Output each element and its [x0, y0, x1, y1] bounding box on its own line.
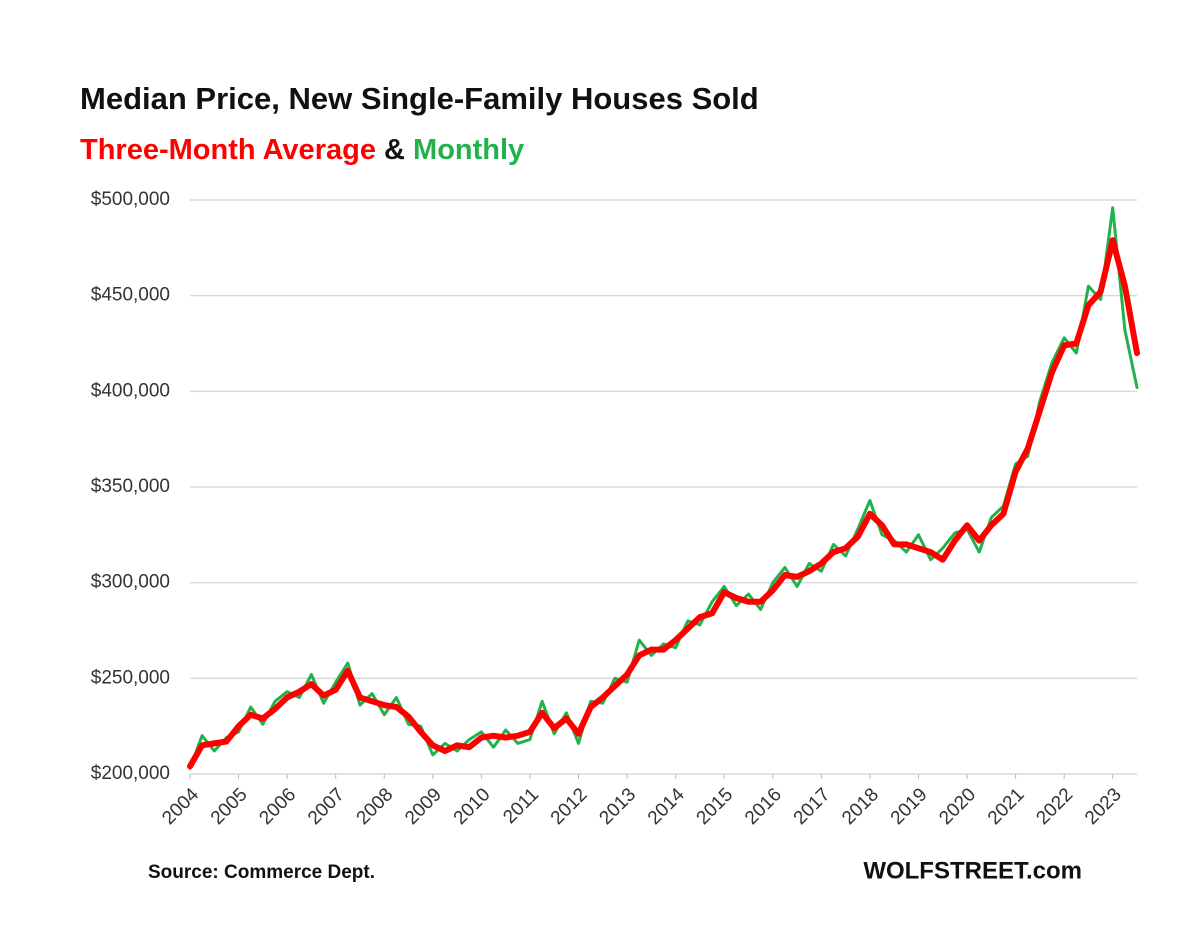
- y-tick-label: $300,000: [91, 572, 170, 593]
- x-tick-label: 2005: [207, 784, 252, 829]
- x-tick-label: 2010: [450, 784, 495, 829]
- x-tick-label: 2008: [353, 784, 398, 829]
- x-tick-label: 2004: [158, 784, 203, 829]
- y-tick-label: $350,000: [91, 476, 170, 497]
- legend-entry: Three-Month Average: [80, 134, 376, 166]
- source-note: Source: Commerce Dept.: [148, 862, 375, 883]
- series-line: [187, 237, 1140, 770]
- x-tick-label: 2011: [499, 784, 543, 828]
- series-line: [188, 206, 1139, 770]
- legend-separator: &: [384, 134, 405, 166]
- x-tick-label: 2015: [693, 784, 738, 829]
- x-tick-label: 2019: [887, 784, 932, 829]
- x-tick-label: 2012: [547, 784, 592, 829]
- x-tick-label: 2009: [401, 784, 446, 829]
- y-tick-label: $250,000: [91, 667, 170, 688]
- x-tick-label: 2016: [741, 784, 786, 829]
- legend: Three-Month Average & Monthly: [80, 134, 524, 166]
- x-tick-label: 2017: [790, 784, 835, 829]
- x-tick-label: 2022: [1032, 784, 1077, 829]
- y-tick-label: $400,000: [91, 380, 170, 401]
- chart-title: Median Price, New Single-Family Houses S…: [80, 81, 759, 116]
- x-tick-label: 2020: [935, 784, 980, 829]
- credit: WOLFSTREET.com: [863, 857, 1082, 884]
- legend-entry: Monthly: [413, 134, 524, 166]
- x-tick-label: 2006: [255, 784, 300, 829]
- y-tick-label: $500,000: [91, 189, 170, 210]
- x-tick-label: 2007: [304, 784, 349, 829]
- x-tick-label: 2013: [595, 784, 640, 829]
- y-tick-label: $200,000: [91, 763, 170, 784]
- x-tick-label: 2023: [1081, 784, 1126, 829]
- x-tick-label: 2021: [984, 784, 1029, 829]
- x-tick-label: 2018: [838, 784, 883, 829]
- x-tick-label: 2014: [644, 784, 689, 829]
- y-tick-label: $450,000: [91, 285, 170, 306]
